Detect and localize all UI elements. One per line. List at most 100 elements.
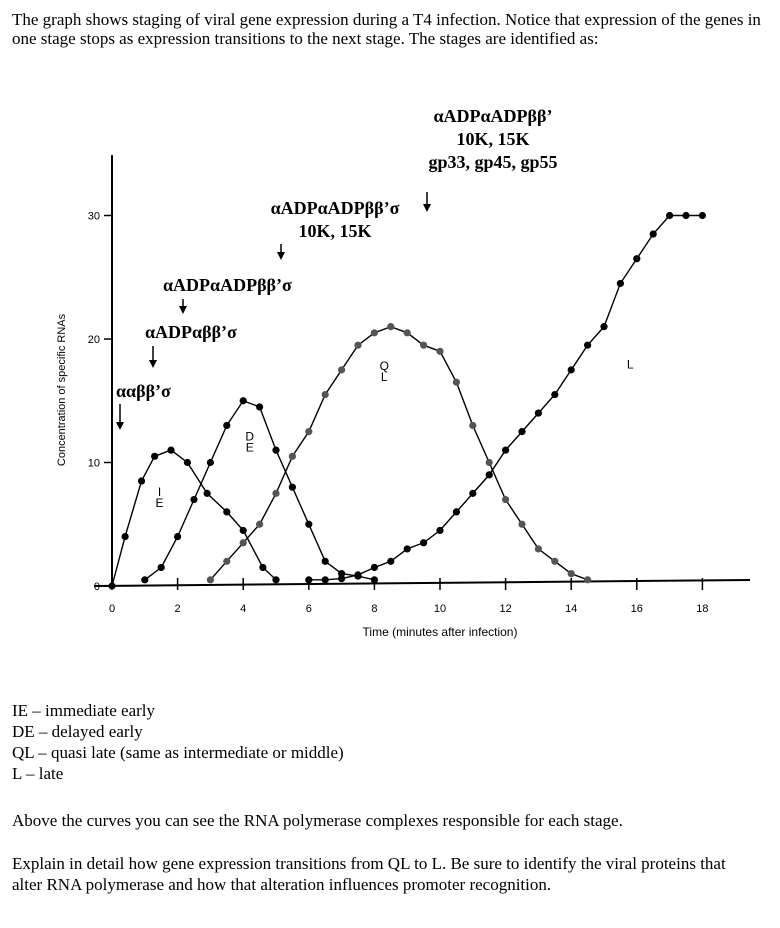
arrow-down-icon <box>179 306 187 314</box>
data-point-ql <box>469 421 477 430</box>
data-point-ql <box>223 557 231 565</box>
legend-item-de: DE – delayed early <box>12 722 143 741</box>
arrow-down-icon <box>423 204 431 212</box>
data-point-de <box>174 533 182 541</box>
data-point-ie <box>239 526 247 535</box>
data-point-l <box>354 571 362 579</box>
data-point-de <box>370 576 378 584</box>
series-label-ie: I <box>158 485 161 499</box>
data-point-l <box>600 323 608 331</box>
data-point-ql <box>518 520 526 528</box>
polymerase-label-line: 10K, 15K <box>456 129 529 149</box>
data-point-ie <box>108 582 116 590</box>
data-point-ie <box>272 576 280 584</box>
data-point-l <box>551 390 559 399</box>
arrow-down-icon <box>149 360 157 368</box>
data-point-ql <box>584 576 592 584</box>
polymerase-label-line: αADPαADPββ’ <box>433 106 552 126</box>
x-tick-label: 4 <box>240 603 246 615</box>
data-point-l <box>682 211 690 220</box>
data-point-ql <box>567 570 575 578</box>
data-point-ql <box>403 329 411 337</box>
polymerase-label-line: αADPαADPββ’σ <box>163 275 292 295</box>
data-point-l <box>534 409 543 417</box>
x-tick-label: 10 <box>434 603 446 615</box>
data-point-l <box>567 366 575 374</box>
series-label-ql: Q <box>380 359 389 373</box>
data-point-de <box>305 520 313 528</box>
series-label-ie: E <box>156 496 164 510</box>
series-line-l <box>308 214 703 581</box>
data-point-ie <box>223 508 231 516</box>
data-point-l <box>633 255 641 263</box>
data-point-ie <box>151 452 159 460</box>
polymerase-label-line: αADPαββ’σ <box>145 322 237 342</box>
data-point-ql <box>239 539 247 547</box>
legend-item-l: L – late <box>12 764 64 783</box>
data-point-de <box>206 458 214 467</box>
polymerase-label-line: ααββ’σ <box>116 381 171 401</box>
stage-legend: IE – immediate early DE – delayed early … <box>12 700 768 784</box>
data-point-ql <box>534 545 543 553</box>
series-label-ql: L <box>381 370 388 384</box>
data-point-ie <box>183 458 192 467</box>
data-point-l <box>502 446 510 454</box>
series-label-de: E <box>246 440 254 454</box>
data-point-ql <box>288 452 296 460</box>
x-axis-line <box>93 579 751 587</box>
data-point-l <box>698 211 707 220</box>
data-point-de <box>338 570 346 578</box>
y-tick-label: 10 <box>88 458 100 470</box>
data-point-l <box>321 576 329 584</box>
series-label-de: D <box>245 429 254 443</box>
polymerase-labels: ααββ’σ αADPαββ’σ αADPαADPββ’σ αADPαADPββ’σ 1… <box>116 106 558 430</box>
x-ticks: 0 2 4 6 8 10 12 14 16 18 <box>109 578 709 615</box>
data-point-ql <box>338 366 346 374</box>
polymerase-label-line: αADPαADPββ’σ <box>271 198 400 218</box>
x-tick-label: 14 <box>565 603 577 615</box>
data-point-de <box>223 421 231 430</box>
data-point-l <box>452 508 460 516</box>
series-layer <box>108 211 707 590</box>
data-point-l <box>370 563 378 572</box>
series-line-de <box>144 399 375 581</box>
data-point-de <box>157 563 165 572</box>
x-tick-label: 18 <box>696 603 708 615</box>
chart: 0 10 20 30 0 2 4 6 8 10 12 14 16 18 Time (minutes af… <box>56 106 751 639</box>
y-tick-label: 20 <box>88 334 100 346</box>
data-point-ie <box>259 563 267 572</box>
x-tick-label: 6 <box>306 603 312 615</box>
y-ticks: 0 10 20 30 <box>88 211 112 593</box>
x-axis-title: Time (minutes after infection) <box>363 625 518 639</box>
data-point-l <box>666 211 674 220</box>
series-line-ql <box>209 325 588 581</box>
data-point-ql <box>206 576 214 584</box>
paragraph-polymerase: Above the curves you can see the RNA pol… <box>12 811 623 830</box>
data-point-ql <box>370 329 378 337</box>
arrow-down-icon <box>116 422 124 430</box>
data-point-ql <box>387 323 395 331</box>
data-point-de <box>256 403 264 411</box>
data-point-l <box>387 557 395 565</box>
data-point-l <box>469 489 477 497</box>
y-axis-title: Concentration of specific RNAs <box>56 313 68 466</box>
arrow-down-icon <box>277 252 285 260</box>
data-point-ql <box>452 378 460 386</box>
intro-text: The graph shows staging of viral gene ex… <box>12 10 761 48</box>
data-point-de <box>190 495 198 504</box>
data-point-l <box>338 574 346 583</box>
data-point-ie <box>137 477 146 485</box>
data-point-ql <box>485 458 493 467</box>
data-point-l <box>485 471 493 479</box>
legend-item-ql: QL – quasi late (same as intermediate or… <box>12 743 344 762</box>
data-point-ql <box>321 390 329 399</box>
data-point-de <box>288 483 296 491</box>
data-point-de <box>141 576 149 584</box>
data-point-ql <box>436 347 444 355</box>
data-point-ie <box>121 533 129 541</box>
data-point-ql <box>551 557 559 565</box>
series-label-l: L <box>627 358 634 372</box>
data-point-de <box>272 446 280 454</box>
data-point-de <box>321 557 329 565</box>
